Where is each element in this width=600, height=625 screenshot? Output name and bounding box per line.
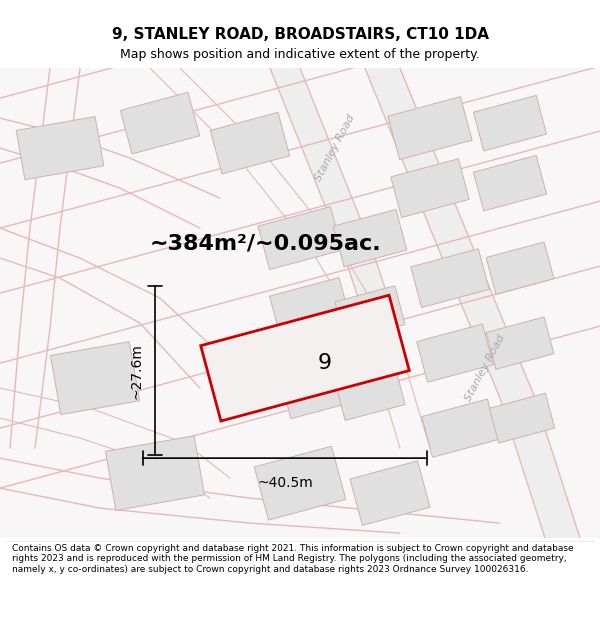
- Polygon shape: [50, 342, 140, 414]
- Text: ~27.6m: ~27.6m: [130, 342, 144, 399]
- Polygon shape: [258, 207, 342, 269]
- Polygon shape: [350, 461, 430, 526]
- Polygon shape: [417, 324, 493, 382]
- Polygon shape: [211, 112, 290, 174]
- Text: Stanley Road: Stanley Road: [463, 333, 507, 403]
- Text: 9: 9: [318, 353, 332, 373]
- Polygon shape: [411, 249, 489, 308]
- Polygon shape: [486, 242, 554, 294]
- Polygon shape: [365, 68, 580, 538]
- Polygon shape: [333, 209, 407, 267]
- Polygon shape: [335, 366, 405, 421]
- Polygon shape: [422, 399, 498, 458]
- Polygon shape: [490, 393, 554, 443]
- Polygon shape: [16, 116, 104, 180]
- Polygon shape: [473, 96, 547, 151]
- Text: 9, STANLEY ROAD, BROADSTAIRS, CT10 1DA: 9, STANLEY ROAD, BROADSTAIRS, CT10 1DA: [112, 27, 488, 42]
- Polygon shape: [254, 446, 346, 520]
- Text: ~384m²/~0.095ac.: ~384m²/~0.095ac.: [149, 233, 381, 253]
- Polygon shape: [121, 92, 200, 154]
- Polygon shape: [391, 159, 469, 218]
- Text: Map shows position and indicative extent of the property.: Map shows position and indicative extent…: [120, 48, 480, 61]
- Polygon shape: [486, 317, 554, 369]
- Text: ~40.5m: ~40.5m: [257, 476, 313, 490]
- Polygon shape: [280, 357, 361, 419]
- Polygon shape: [270, 68, 390, 303]
- Text: Stanley Road: Stanley Road: [313, 113, 357, 183]
- Polygon shape: [201, 295, 409, 421]
- Polygon shape: [473, 156, 547, 211]
- Polygon shape: [269, 278, 350, 339]
- Polygon shape: [335, 286, 405, 341]
- Text: Contains OS data © Crown copyright and database right 2021. This information is : Contains OS data © Crown copyright and d…: [12, 544, 574, 574]
- Polygon shape: [388, 97, 472, 159]
- Polygon shape: [106, 436, 205, 511]
